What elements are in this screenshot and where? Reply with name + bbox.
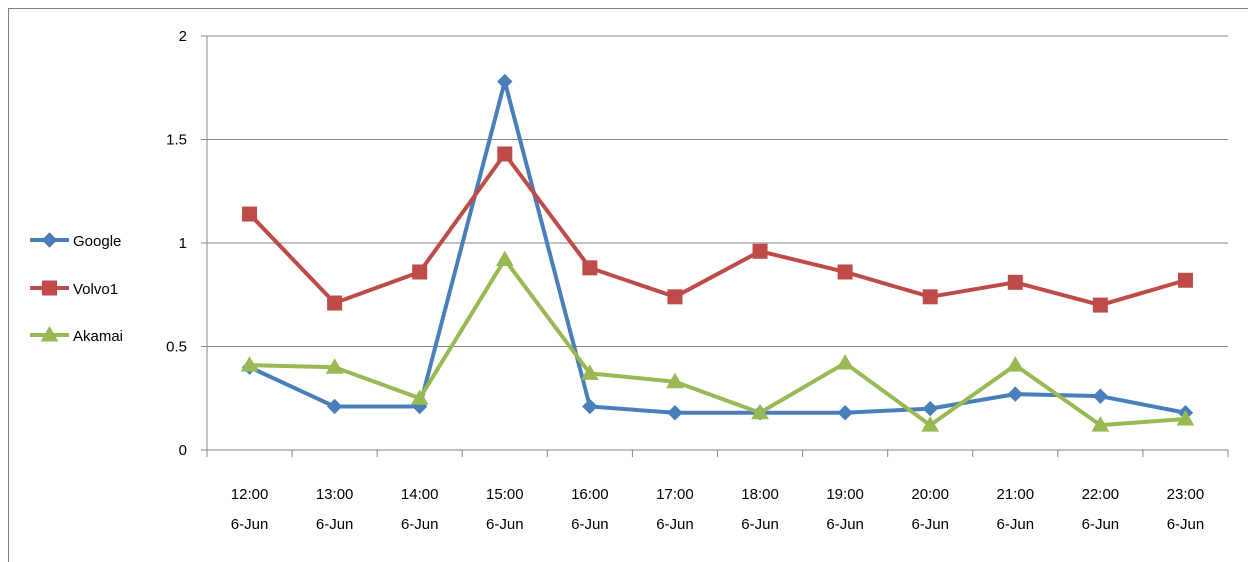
legend-item-volvo1: Volvo1 [30, 280, 118, 298]
data-point-volvo1 [837, 264, 853, 280]
data-point-akamai [325, 358, 344, 374]
x-tick-label-time: 16:00 [571, 486, 609, 503]
x-tick-label-time: 20:00 [911, 486, 949, 503]
legend-label-google: Google [73, 233, 121, 250]
series-volvo1 [242, 146, 1193, 313]
x-tick-label-date: 6-Jun [231, 516, 269, 533]
x-tick-label-date: 6-Jun [316, 516, 354, 533]
series-akamai [240, 250, 1195, 432]
data-point-akamai [410, 389, 429, 405]
data-point-akamai [240, 356, 259, 372]
x-tick-label-time: 21:00 [997, 486, 1035, 503]
x-tick-label-time: 13:00 [316, 486, 354, 503]
legend-item-akamai: Akamai [30, 325, 123, 345]
data-point-google [497, 73, 513, 90]
data-point-google [922, 400, 938, 417]
x-tick-label-date: 6-Jun [571, 516, 609, 533]
x-tick-label-date: 6-Jun [741, 516, 779, 533]
data-point-akamai [1176, 409, 1195, 426]
x-tick-label-time: 23:00 [1167, 486, 1205, 503]
x-tick-label-date: 6-Jun [1167, 516, 1205, 533]
data-point-akamai [921, 416, 940, 432]
axes [201, 35, 1229, 457]
x-axis-ticks: 12:00 6-Jun 13:00 6-Jun 14:00 6-Jun 15:00 6-Jun… [231, 486, 1204, 533]
data-point-akamai [1006, 356, 1025, 372]
data-point-akamai [581, 364, 599, 380]
data-point-volvo1 [412, 264, 428, 280]
series-line-google [247, 79, 1188, 415]
x-tick-label-time: 19:00 [826, 486, 864, 503]
data-point-akamai [836, 354, 854, 370]
legend: Google Volvo1 Akamai [30, 232, 123, 345]
data-point-volvo1 [582, 260, 598, 276]
x-tick-label-date: 6-Jun [826, 516, 864, 533]
legend-label-volvo1: Volvo1 [73, 281, 118, 298]
x-tick-label-time: 17:00 [656, 486, 694, 503]
x-tick-label-time: 22:00 [1082, 486, 1120, 503]
data-point-akamai [495, 250, 514, 267]
data-point-volvo1 [497, 146, 513, 162]
x-tick-label-time: 14:00 [401, 486, 439, 503]
data-point-volvo1 [667, 289, 683, 305]
data-point-volvo1 [922, 289, 938, 305]
series-google [241, 73, 1194, 421]
x-tick-label-time: 15:00 [486, 486, 524, 503]
x-tick-label-date: 6-Jun [997, 516, 1035, 533]
data-point-volvo1 [1092, 297, 1108, 313]
data-point-google [1092, 388, 1109, 404]
data-point-volvo1 [752, 243, 768, 259]
y-tick-label: 1 [179, 235, 187, 252]
data-point-akamai [1091, 416, 1110, 432]
legend-label-akamai: Akamai [73, 328, 123, 345]
data-point-google [837, 405, 853, 421]
x-tick-label-date: 6-Jun [1082, 516, 1120, 533]
y-tick-label: 1.5 [166, 132, 187, 149]
x-tick-label-date: 6-Jun [401, 516, 439, 533]
y-tick-label: 2 [179, 28, 187, 45]
data-point-volvo1 [242, 206, 258, 222]
y-tick-label: 0 [179, 442, 187, 459]
legend-marker-volvo1 [42, 280, 57, 296]
series-line-akamai [247, 257, 1188, 428]
x-tick-label-time: 18:00 [741, 486, 779, 503]
data-point-google [582, 398, 598, 415]
data-point-google [326, 398, 343, 415]
data-point-volvo1 [327, 295, 343, 311]
chart-frame [8, 8, 1248, 562]
x-tick-label-time: 12:00 [231, 486, 269, 503]
legend-item-google: Google [30, 232, 121, 250]
legend-marker-google [41, 232, 58, 248]
gridlines [207, 35, 1228, 347]
series-line-volvo1 [247, 151, 1188, 308]
y-tick-label: 0.5 [166, 339, 187, 356]
data-point-volvo1 [1007, 274, 1023, 290]
series-group [240, 73, 1195, 432]
legend-marker-akamai [40, 325, 59, 342]
y-axis-ticks: 0 0.5 1 1.5 2 [166, 28, 187, 459]
data-point-google [1007, 386, 1023, 402]
data-point-akamai [666, 372, 684, 389]
data-point-google [667, 405, 683, 421]
x-tick-label-date: 6-Jun [486, 516, 524, 533]
x-tick-label-date: 6-Jun [911, 516, 949, 533]
x-tick-label-date: 6-Jun [656, 516, 694, 533]
data-point-akamai [751, 403, 769, 420]
data-point-volvo1 [1177, 272, 1193, 288]
